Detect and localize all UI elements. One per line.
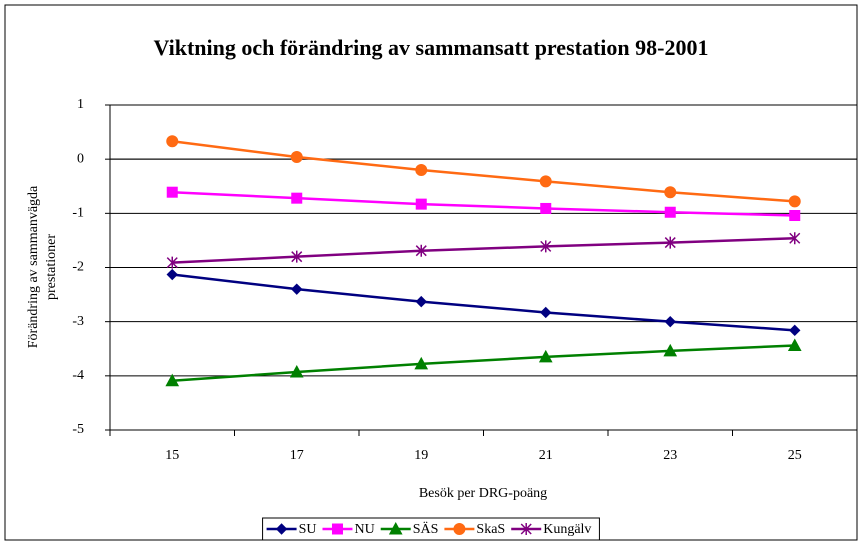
legend-box — [262, 517, 600, 541]
x-tick-label: 17 — [290, 448, 304, 463]
marker — [289, 364, 304, 378]
legend-item: Kungälv — [511, 522, 591, 537]
marker — [663, 343, 678, 357]
series-line — [172, 140, 795, 203]
marker — [789, 232, 801, 245]
marker — [331, 523, 343, 535]
marker — [520, 523, 532, 535]
y-tick-label: -2 — [72, 260, 84, 275]
marker — [414, 356, 429, 370]
y-tick-label: -4 — [72, 368, 84, 383]
chart-title: Viktning och förändring av sammansatt pr… — [154, 35, 709, 60]
marker — [539, 175, 552, 188]
marker — [415, 295, 427, 308]
legend-label: NU — [354, 522, 374, 537]
y-tick-label: -3 — [72, 314, 84, 329]
y-tick-label: -1 — [72, 206, 84, 221]
marker — [275, 523, 288, 535]
marker — [788, 195, 801, 208]
marker — [538, 349, 553, 363]
y-tick-label: 1 — [77, 97, 84, 112]
legend-item: SkaS — [444, 522, 505, 537]
x-tick-label: 19 — [414, 448, 428, 463]
legend-label: SU — [299, 522, 317, 537]
marker — [664, 206, 676, 218]
legend-item: SU — [266, 522, 317, 537]
x-tick-label: 21 — [539, 448, 553, 463]
y-axis-label: prestationer — [44, 234, 59, 300]
x-tick-label: 25 — [788, 448, 802, 463]
marker — [291, 283, 303, 295]
chart-border — [4, 4, 858, 541]
y-tick-label: -5 — [72, 422, 84, 437]
series-line — [172, 344, 795, 382]
marker — [290, 151, 303, 163]
x-tick-label: 15 — [165, 448, 179, 463]
marker — [166, 268, 178, 281]
marker — [664, 186, 677, 199]
y-axis-label: Förändring av sammanvägda — [26, 185, 41, 348]
marker — [789, 210, 801, 221]
legend: SU NU SÄS SkaS Kungälv — [262, 517, 600, 541]
series-line — [172, 237, 795, 264]
marker — [166, 256, 178, 269]
marker — [291, 192, 303, 204]
marker — [415, 164, 428, 176]
marker — [165, 373, 180, 387]
x-axis-label: Besök per DRG-poäng — [419, 486, 547, 501]
y-tick-label: 0 — [77, 151, 84, 166]
series-line — [172, 190, 795, 217]
marker — [787, 338, 802, 351]
marker — [789, 324, 801, 337]
marker — [166, 186, 178, 198]
legend-label: SkaS — [476, 522, 505, 537]
marker — [453, 523, 466, 535]
marker — [415, 198, 427, 210]
marker — [664, 236, 676, 249]
marker — [388, 521, 403, 535]
legend-label: Kungälv — [543, 522, 591, 537]
marker — [540, 306, 552, 319]
legend-item: NU — [322, 522, 375, 537]
marker — [664, 315, 676, 328]
marker — [291, 250, 303, 263]
marker — [540, 240, 552, 253]
marker — [540, 202, 552, 214]
marker — [166, 135, 179, 148]
legend-label: SÄS — [413, 520, 439, 537]
marker — [415, 244, 427, 257]
x-tick-label: 23 — [663, 448, 677, 463]
series-line — [172, 273, 795, 332]
legend-item: SÄS — [380, 520, 439, 537]
